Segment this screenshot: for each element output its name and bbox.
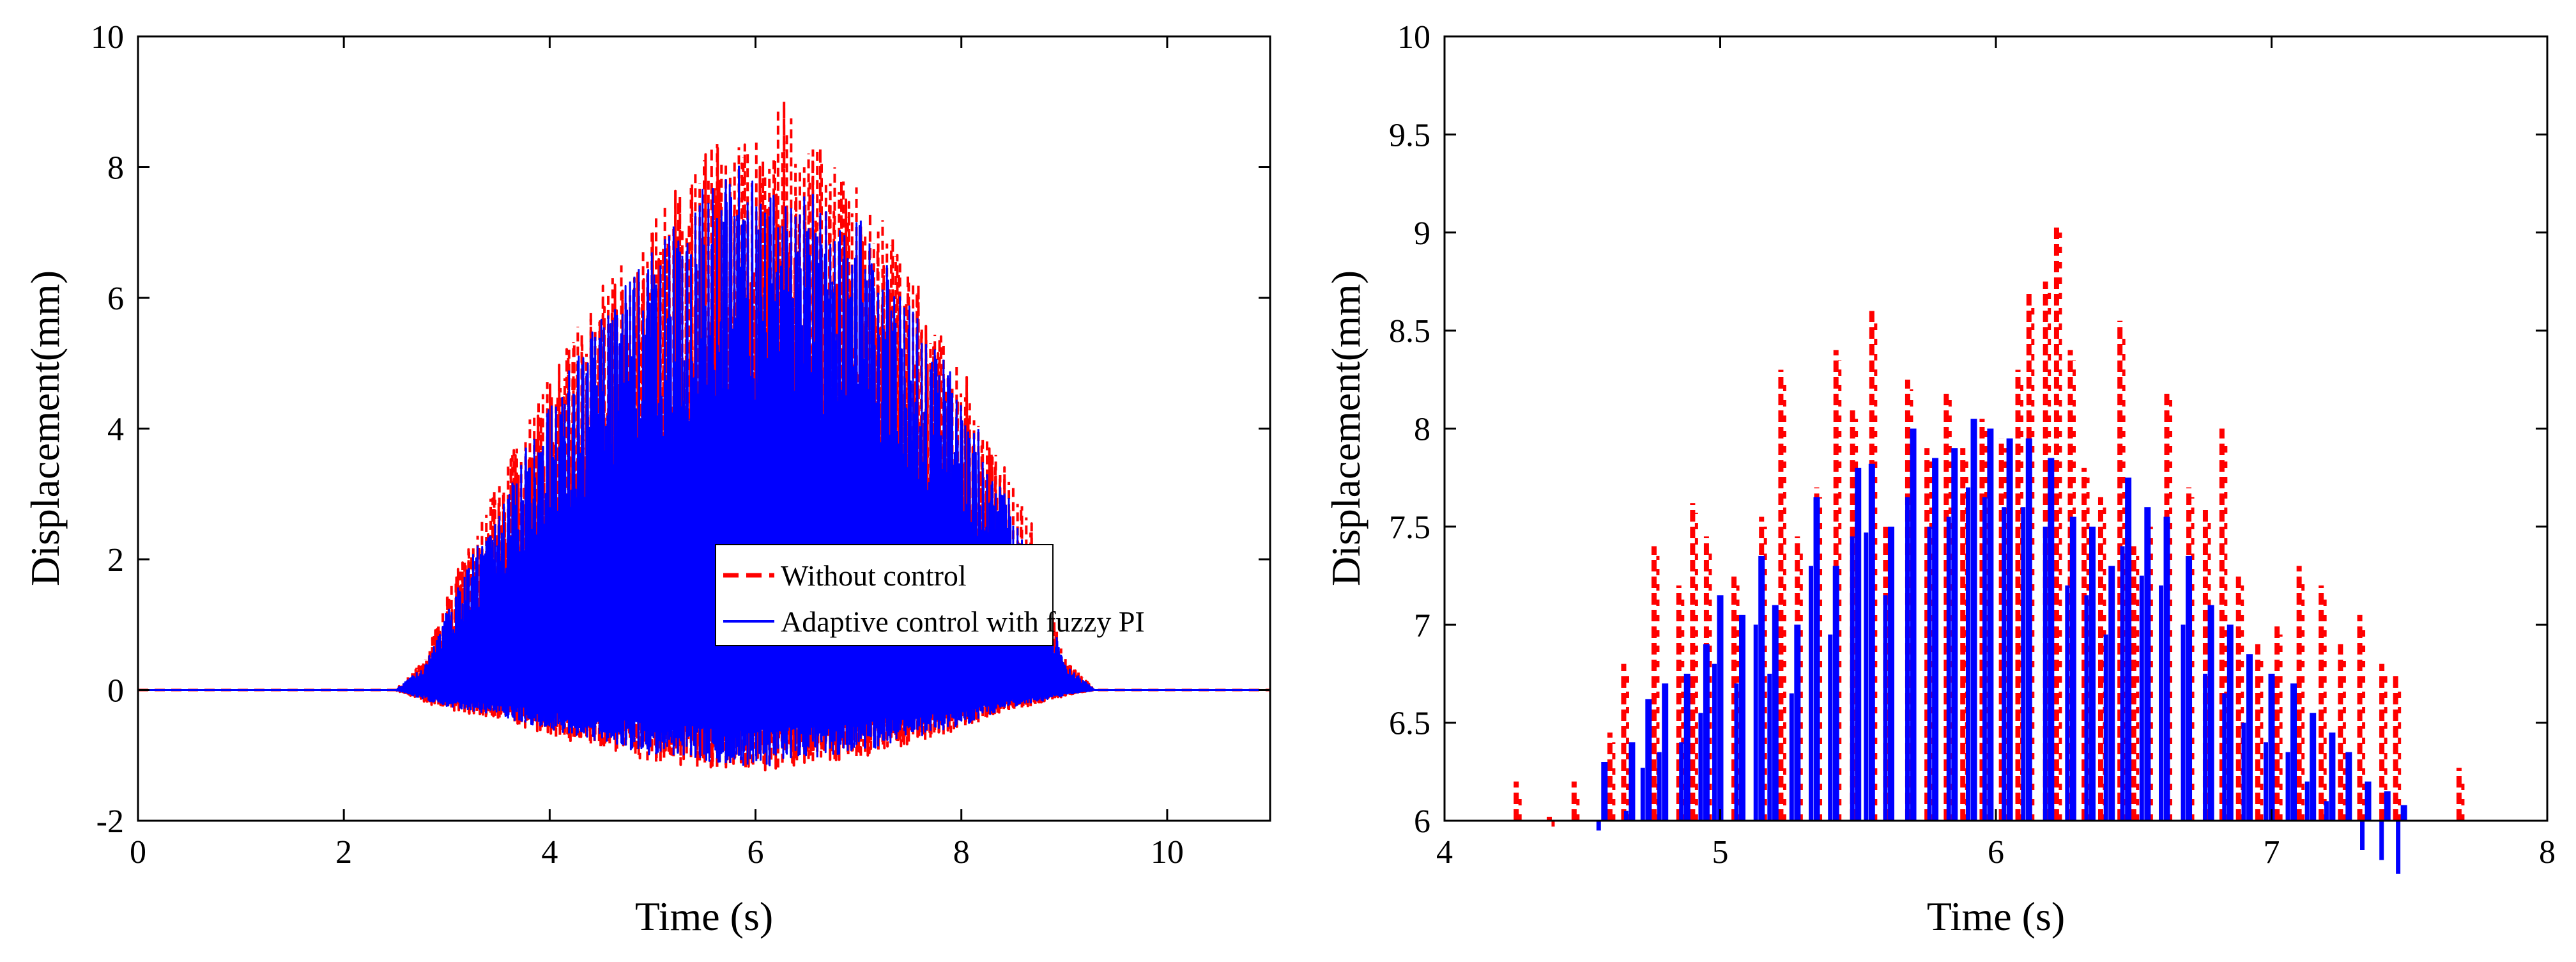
left-y-tick-label: 10 <box>91 19 124 56</box>
legend: Without control Adaptive control with fu… <box>715 544 1145 646</box>
right-y-tick-label: 6 <box>1414 803 1430 840</box>
left-y-tick-label: 2 <box>107 542 124 578</box>
left-y-tick-label: -2 <box>96 803 124 840</box>
left-y-tick-label: 8 <box>107 150 124 187</box>
right-y-axis-label: Displacement(mm) <box>1323 270 1368 586</box>
right-y-tick-label: 9 <box>1414 215 1430 252</box>
legend-label-without-control: Without control <box>781 559 967 592</box>
left-x-tick-label: 4 <box>541 834 558 871</box>
left-x-tick-label: 10 <box>1151 834 1184 871</box>
right-y-tick-label: 8.5 <box>1389 313 1430 350</box>
left-x-tick-label: 0 <box>130 834 146 871</box>
right-y-tick-label: 7 <box>1414 607 1430 644</box>
left-y-axis-label: Displacement(mm) <box>22 270 68 586</box>
left-x-tick-label: 8 <box>953 834 970 871</box>
right-y-tick-label: 8 <box>1414 412 1430 448</box>
right-x-tick-label: 5 <box>1712 834 1729 871</box>
left-x-tick-label: 6 <box>747 834 764 871</box>
right-y-tick-label: 7.5 <box>1389 509 1430 546</box>
right-y-tick-label: 10 <box>1397 19 1430 56</box>
left-y-tick-label: 4 <box>107 412 124 448</box>
right-x-tick-label: 8 <box>2539 834 2556 871</box>
left-x-tick-label: 2 <box>335 834 352 871</box>
right-x-axis-label: Time (s) <box>1927 894 2065 939</box>
legend-label-adaptive-control: Adaptive control with fuzzy PI <box>781 605 1145 638</box>
right-x-tick-label: 7 <box>2264 834 2280 871</box>
left-y-tick-label: 0 <box>107 673 124 710</box>
right-series-adaptive-control <box>1596 419 2407 874</box>
right-x-tick-label: 6 <box>1988 834 2004 871</box>
right-y-tick-label: 6.5 <box>1389 706 1430 742</box>
right-chart: 4 5 6 7 8 6 6.5 7 7.5 8 8.5 9 9.5 10 Time (s) Displac… <box>1323 19 2556 939</box>
right-x-tick-label: 4 <box>1436 834 1453 871</box>
left-x-axis-label: Time (s) <box>635 894 773 939</box>
right-ticks: 4 5 6 7 8 6 6.5 7 7.5 8 8.5 9 9.5 10 <box>1389 19 2556 871</box>
legend-box <box>715 544 1054 646</box>
right-y-tick-label: 9.5 <box>1389 117 1430 153</box>
left-y-tick-label: 6 <box>107 281 124 317</box>
